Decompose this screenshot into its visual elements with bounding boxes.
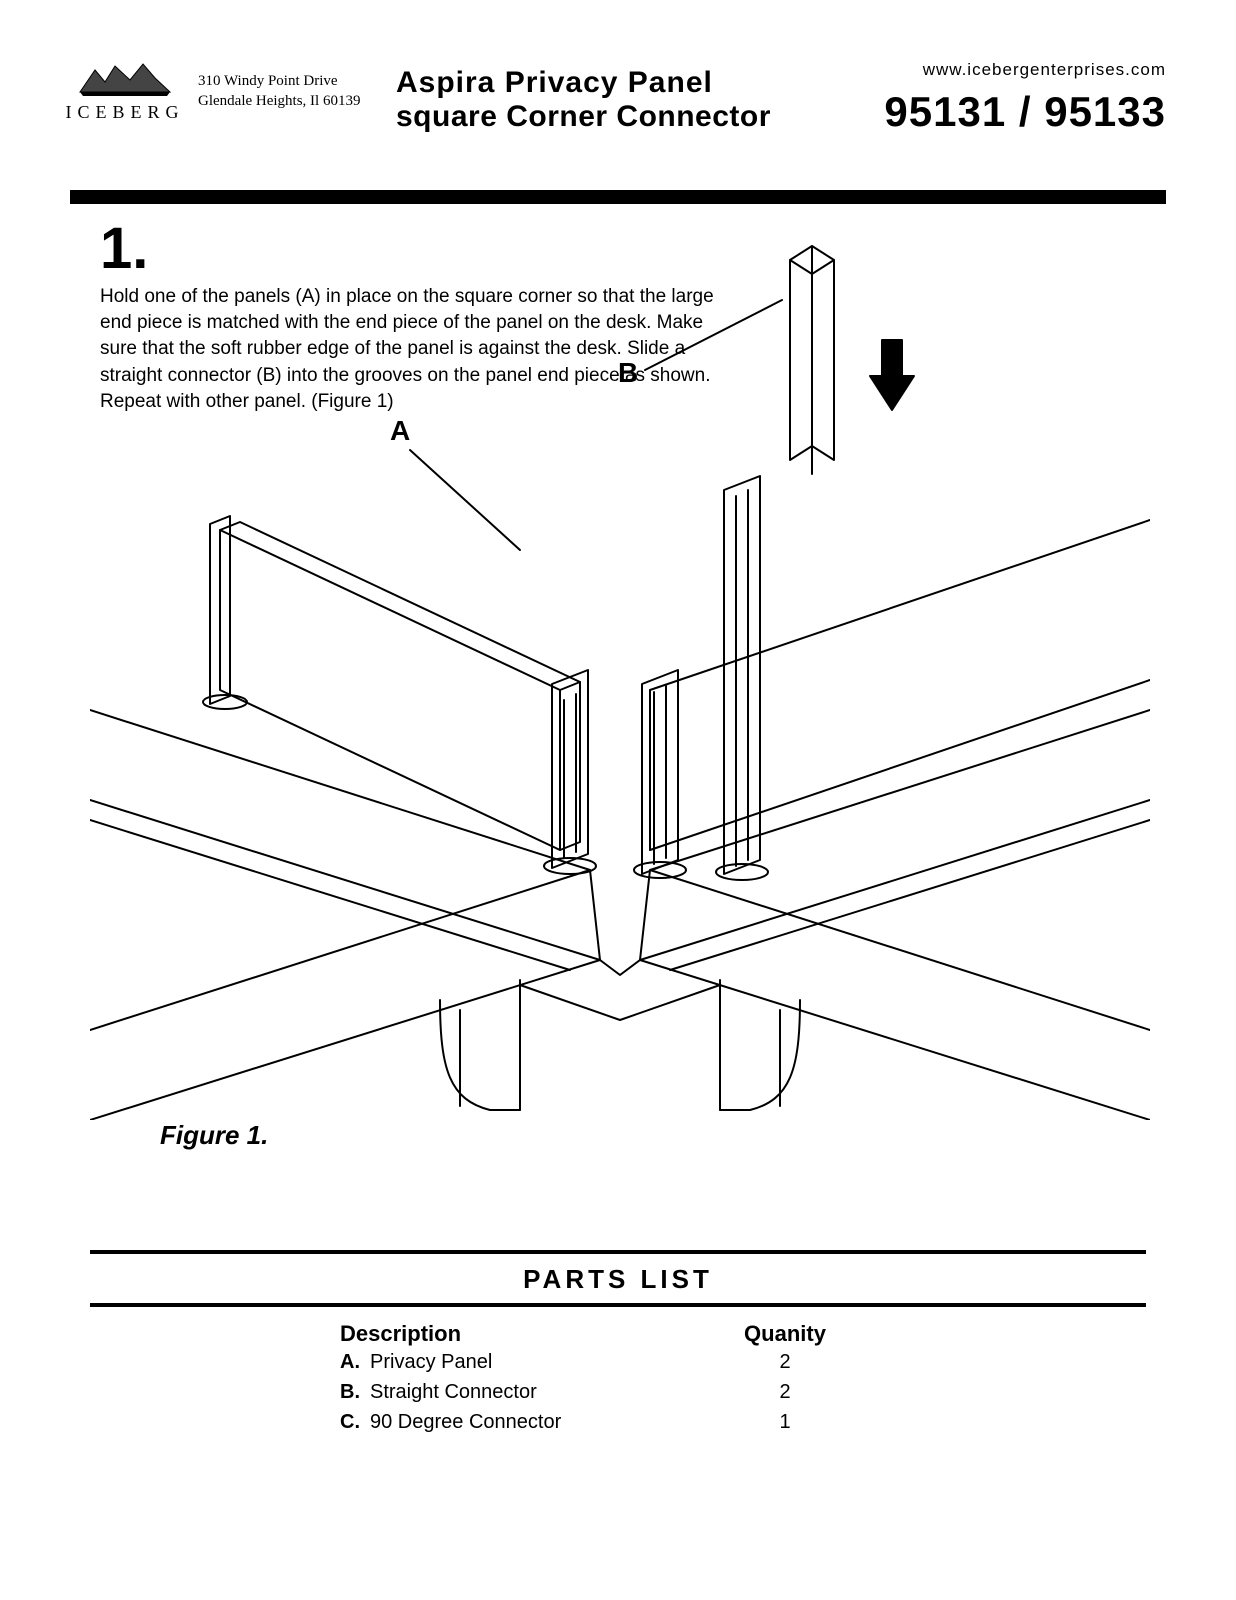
company-url: www.icebergenterprises.com	[884, 60, 1166, 80]
diagram-label-A: A	[390, 415, 410, 446]
panel-right-icon	[642, 476, 1150, 874]
page: ICEBERG 310 Windy Point Drive Glendale H…	[0, 0, 1236, 1600]
assembly-diagram: B A	[90, 240, 1150, 1120]
row-qty: 1	[710, 1407, 860, 1437]
title-line1: Aspira Privacy Panel	[396, 66, 866, 100]
diagram-label-B: B	[618, 357, 638, 388]
parts-list: PARTS LIST Description Quanity A. Privac…	[90, 1250, 1146, 1437]
panel-A-left-icon	[210, 516, 588, 868]
iceberg-logo-icon	[75, 60, 175, 100]
desk-surface-icon	[90, 710, 1150, 1120]
figure-caption: Figure 1.	[160, 1120, 268, 1151]
title-line2: square Corner Connector	[396, 100, 866, 134]
row-label: B.	[340, 1377, 370, 1407]
row-desc: Straight Connector	[370, 1377, 710, 1407]
parts-list-title: PARTS LIST	[90, 1254, 1146, 1303]
header: ICEBERG 310 Windy Point Drive Glendale H…	[70, 60, 1166, 136]
parts-header-row: Description Quanity	[90, 1321, 1146, 1347]
connector-B-icon	[790, 246, 834, 474]
parts-row: A. Privacy Panel 2	[90, 1347, 1146, 1377]
part-numbers: 95131 / 95133	[884, 88, 1166, 136]
address-line2: Glendale Heights, Il 60139	[198, 92, 368, 112]
header-right: www.icebergenterprises.com 95131 / 95133	[884, 60, 1166, 136]
parts-row: B. Straight Connector 2	[90, 1377, 1146, 1407]
row-desc: 90 Degree Connector	[370, 1407, 710, 1437]
logo-block: ICEBERG	[70, 60, 180, 123]
col-quantity: Quanity	[710, 1321, 860, 1347]
address-line1: 310 Windy Point Drive	[198, 72, 368, 92]
down-arrow-icon	[870, 340, 914, 410]
desk-legs-icon	[440, 980, 800, 1110]
title-block: Aspira Privacy Panel square Corner Conne…	[396, 66, 866, 134]
row-label: C.	[340, 1407, 370, 1437]
row-desc: Privacy Panel	[370, 1347, 710, 1377]
header-rule	[70, 190, 1166, 204]
address: 310 Windy Point Drive Glendale Heights, …	[198, 72, 368, 111]
row-qty: 2	[710, 1347, 860, 1377]
row-qty: 2	[710, 1377, 860, 1407]
row-label: A.	[340, 1347, 370, 1377]
parts-row: C. 90 Degree Connector 1	[90, 1407, 1146, 1437]
company-name: ICEBERG	[66, 102, 185, 123]
col-description: Description	[340, 1321, 710, 1347]
